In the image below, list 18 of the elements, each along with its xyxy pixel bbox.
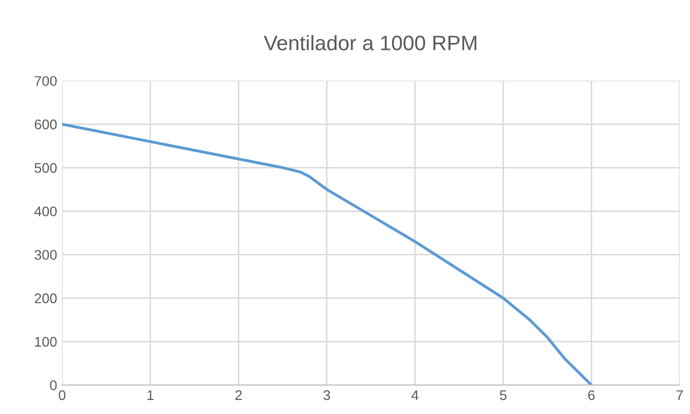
- x-tick-label: 3: [323, 390, 330, 400]
- x-tick-label: 5: [500, 390, 506, 400]
- y-tick-label: 100: [35, 336, 57, 347]
- x-tick-label: 7: [676, 390, 683, 400]
- y-tick-label: 600: [34, 120, 57, 130]
- y-tick-label: 0: [50, 380, 57, 390]
- y-tick-label: 400: [34, 206, 57, 216]
- x-tick-label: 0: [58, 390, 66, 400]
- x-tick-label: 6: [588, 390, 595, 400]
- x-tick-label: 4: [411, 390, 418, 400]
- line-series: [62, 122, 593, 386]
- y-tick-label: 500: [34, 163, 57, 173]
- y-tick-label: 200: [34, 293, 57, 304]
- y-tick-label: 700: [34, 76, 57, 86]
- x-tick-label: 1: [148, 390, 154, 400]
- y-tick-label: 300: [34, 250, 57, 260]
- chart-title: Ventilador a 1000 RPM: [264, 35, 476, 50]
- x-tick-label: 2: [235, 390, 242, 400]
